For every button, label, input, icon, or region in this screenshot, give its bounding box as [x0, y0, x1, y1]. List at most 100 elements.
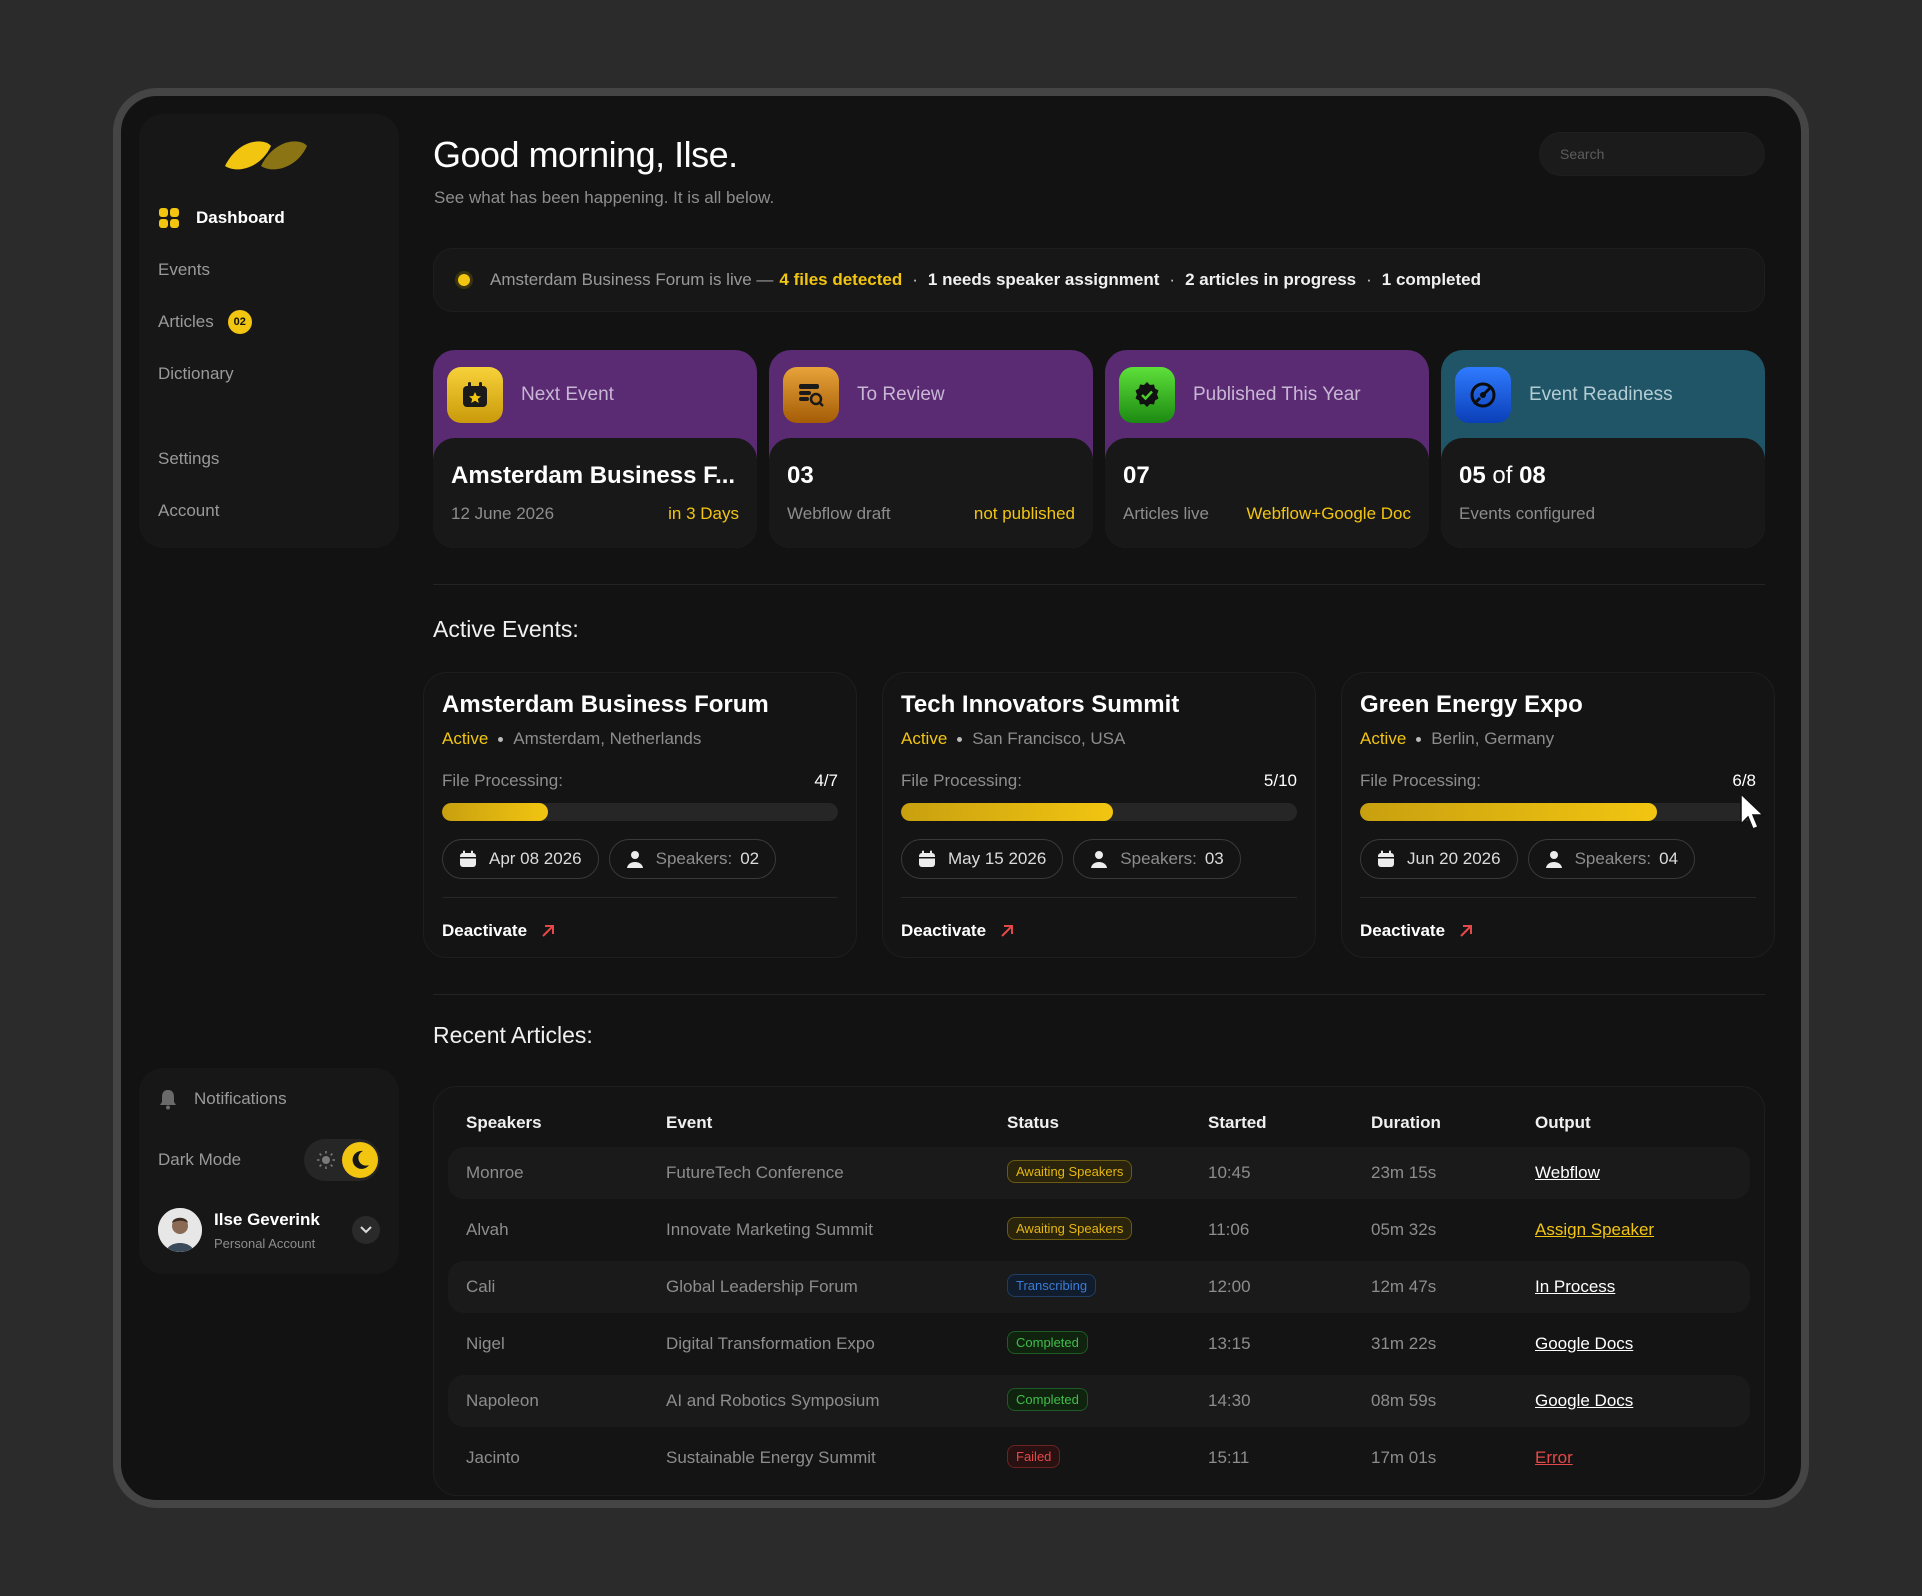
- event-meta: Active Berlin, Germany: [1360, 729, 1554, 749]
- stat-card-to-review[interactable]: To Review 03 Webflow draft not published: [769, 350, 1093, 548]
- file-processing-label: File Processing:: [901, 771, 1022, 790]
- deactivate-button[interactable]: Deactivate: [901, 921, 1014, 941]
- event-location: Berlin, Germany: [1431, 729, 1555, 748]
- arrow-up-right-icon: [542, 925, 555, 937]
- cell-duration: 12m 47s: [1371, 1277, 1437, 1296]
- table-row[interactable]: Cali Global Leadership Forum Transcribing 1…: [448, 1261, 1750, 1313]
- output-link[interactable]: Webflow: [1535, 1163, 1600, 1182]
- page-subtitle: See what has been happening. It is all b…: [434, 188, 775, 207]
- event-status: Active: [901, 729, 948, 748]
- deactivate-label: Deactivate: [901, 921, 987, 940]
- stat-date: 12 June 2026: [451, 504, 555, 523]
- dark-mode-label: Dark Mode: [158, 1150, 242, 1169]
- table-row[interactable]: Jacinto Sustainable Energy Summit Failed 15…: [448, 1432, 1750, 1484]
- arrow-up-right-icon: [1460, 925, 1473, 937]
- live-status-banner: Amsterdam Business Forum is live — 4 fil…: [433, 248, 1765, 312]
- column-header-started[interactable]: Started: [1208, 1113, 1267, 1132]
- cell-duration: 08m 59s: [1371, 1391, 1437, 1410]
- deactivate-label: Deactivate: [1360, 921, 1446, 940]
- stat-note: Webflow+Google Doc: [1246, 504, 1411, 523]
- sidebar-item-articles[interactable]: Articles 02: [158, 304, 252, 340]
- table-row[interactable]: Napoleon AI and Robotics Symposium Complet…: [448, 1375, 1750, 1427]
- cell-speaker: Cali: [466, 1277, 496, 1296]
- readiness-gauge-icon: [1455, 367, 1511, 423]
- brand-logo: [225, 141, 307, 170]
- separator-dot: ·: [912, 270, 918, 289]
- event-card: Green Energy Expo Active Berlin, Germany…: [1341, 672, 1775, 958]
- cell-duration: 17m 01s: [1371, 1448, 1437, 1467]
- deactivate-button[interactable]: Deactivate: [1360, 921, 1473, 941]
- stat-card-next-event[interactable]: Next Event Amsterdam Business F... 12 Ju…: [433, 350, 757, 548]
- user-profile[interactable]: Ilse Geverink Personal Account: [158, 1206, 380, 1254]
- sun-icon[interactable]: [316, 1150, 336, 1170]
- cell-started: 15:11: [1208, 1448, 1250, 1467]
- file-processing-label: File Processing:: [1360, 771, 1481, 790]
- sidebar-item-account[interactable]: Account: [158, 493, 219, 529]
- stat-card-event-readiness[interactable]: Event Readiness 05 of 08 Events configur…: [1441, 350, 1765, 548]
- stat-note: not published: [973, 504, 1075, 523]
- articles-count-badge: 02: [227, 310, 252, 334]
- active-events-title: Active Events:: [433, 616, 579, 642]
- output-link[interactable]: In Process: [1535, 1277, 1616, 1296]
- search-input[interactable]: Search: [1539, 132, 1765, 176]
- sidebar-item-label: Dictionary: [158, 364, 234, 383]
- file-processing-progress: [901, 803, 1297, 821]
- stat-value-configured: 05: [1459, 462, 1486, 489]
- cell-speaker: Nigel: [466, 1334, 505, 1353]
- event-date-chip: May 15 2026: [901, 839, 1064, 879]
- stat-value: 07: [1123, 462, 1150, 489]
- column-header-speakers[interactable]: Speakers: [466, 1113, 542, 1132]
- mouse-cursor-icon: [1740, 792, 1765, 830]
- event-status: Active: [1360, 729, 1407, 748]
- column-header-status[interactable]: Status: [1007, 1113, 1059, 1132]
- file-processing-progress: [1360, 803, 1756, 821]
- calendar-icon: [919, 850, 935, 867]
- output-link[interactable]: Error: [1535, 1448, 1573, 1467]
- stat-card-published[interactable]: Published This Year 07 Articles live Web…: [1105, 350, 1429, 548]
- sidebar-item-dictionary[interactable]: Dictionary: [158, 356, 234, 392]
- sidebar-item-events[interactable]: Events: [158, 252, 210, 288]
- column-header-output[interactable]: Output: [1535, 1113, 1591, 1132]
- event-title: Green Energy Expo: [1360, 691, 1583, 718]
- cell-started: 13:15: [1208, 1334, 1251, 1353]
- file-processing-row: File Processing: 5/10: [901, 771, 1297, 791]
- notifications-button[interactable]: Notifications: [158, 1088, 287, 1110]
- event-date: Jun 20 2026: [1407, 849, 1501, 868]
- deactivate-button[interactable]: Deactivate: [442, 921, 555, 941]
- status-badge: Completed: [1007, 1331, 1088, 1354]
- moon-icon[interactable]: [342, 1142, 378, 1178]
- cell-event: Sustainable Energy Summit: [666, 1448, 876, 1467]
- stat-value: Amsterdam Business F...: [451, 462, 736, 489]
- speakers-label: Speakers:: [1574, 849, 1652, 868]
- notifications-label: Notifications: [194, 1089, 287, 1108]
- table-row[interactable]: Nigel Digital Transformation Expo Complete…: [448, 1318, 1750, 1370]
- event-date-chip: Apr 08 2026: [442, 839, 599, 879]
- event-meta: Active Amsterdam, Netherlands: [442, 729, 701, 749]
- status-badge: Transcribing: [1007, 1274, 1097, 1297]
- sidebar-item-dashboard[interactable]: Dashboard: [158, 200, 285, 236]
- chevron-down-icon[interactable]: [352, 1216, 380, 1244]
- output-link[interactable]: Google Docs: [1535, 1391, 1634, 1410]
- table-row[interactable]: Monroe FutureTech Conference Awaiting Spea…: [448, 1147, 1750, 1199]
- table-row[interactable]: Alvah Innovate Marketing Summit Awaiting S…: [448, 1204, 1750, 1256]
- cell-duration: 23m 15s: [1371, 1163, 1437, 1182]
- column-header-event[interactable]: Event: [666, 1113, 713, 1132]
- file-processing-row: File Processing: 6/8: [1360, 771, 1756, 791]
- dark-mode-toggle[interactable]: [304, 1139, 380, 1181]
- separator-dot: ·: [1366, 270, 1372, 289]
- progress-fill: [442, 803, 549, 821]
- event-title: Tech Innovators Summit: [901, 691, 1180, 718]
- event-date: Apr 08 2026: [489, 849, 582, 868]
- event-date: May 15 2026: [948, 849, 1047, 868]
- output-link[interactable]: Assign Speaker: [1535, 1220, 1655, 1239]
- status-badge: Failed: [1007, 1445, 1061, 1468]
- sidebar-footer: Notifications Dark Mode: [139, 1068, 399, 1274]
- stat-label: Articles live: [1123, 504, 1209, 523]
- output-link[interactable]: Google Docs: [1535, 1334, 1634, 1353]
- calendar-icon: [460, 850, 476, 867]
- column-header-duration[interactable]: Duration: [1371, 1113, 1441, 1132]
- sidebar-item-settings[interactable]: Settings: [158, 441, 219, 477]
- file-processing-row: File Processing: 4/7: [442, 771, 838, 791]
- banner-highlight: 4 files detected: [779, 270, 903, 289]
- divider: [901, 897, 1297, 898]
